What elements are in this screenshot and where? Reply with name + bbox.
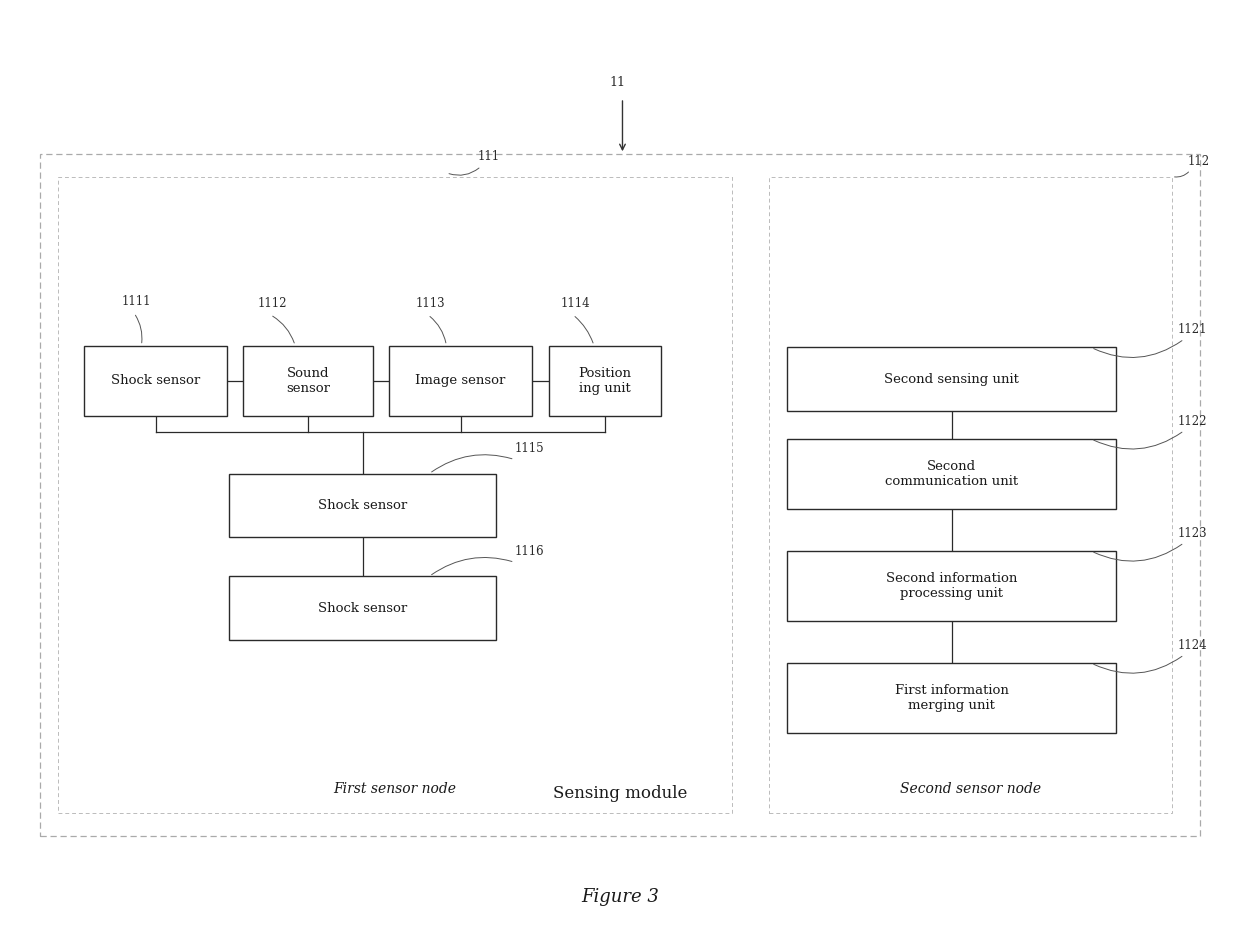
Text: 1113: 1113 — [415, 297, 445, 310]
Bar — [243, 346, 373, 416]
Text: 111: 111 — [477, 150, 500, 163]
Text: First information
merging unit: First information merging unit — [895, 685, 1008, 712]
Bar — [389, 346, 532, 416]
Text: Sensing module: Sensing module — [553, 785, 687, 802]
Text: 1124: 1124 — [1178, 639, 1208, 652]
Text: Image sensor: Image sensor — [415, 375, 506, 387]
Bar — [40, 154, 1200, 836]
Text: Shock sensor: Shock sensor — [112, 375, 200, 387]
Bar — [787, 663, 1116, 733]
Bar — [549, 346, 661, 416]
Bar — [84, 346, 227, 416]
Text: 1116: 1116 — [515, 545, 544, 558]
Bar — [229, 474, 496, 537]
Text: Second sensor node: Second sensor node — [900, 783, 1040, 796]
Text: Figure 3: Figure 3 — [582, 887, 658, 906]
Text: Second sensing unit: Second sensing unit — [884, 373, 1019, 386]
Text: Second
communication unit: Second communication unit — [885, 460, 1018, 488]
Text: 1122: 1122 — [1178, 415, 1208, 428]
Text: 11: 11 — [610, 76, 625, 89]
Bar — [769, 177, 1172, 813]
Text: Position
ing unit: Position ing unit — [579, 367, 631, 394]
Text: First sensor node: First sensor node — [334, 783, 456, 796]
Text: Sound
sensor: Sound sensor — [286, 367, 330, 394]
Text: 1121: 1121 — [1178, 323, 1208, 336]
Text: 1112: 1112 — [258, 297, 288, 310]
Text: 1111: 1111 — [122, 295, 151, 308]
Text: Shock sensor: Shock sensor — [319, 499, 407, 512]
Text: 1114: 1114 — [560, 297, 590, 310]
Text: Second information
processing unit: Second information processing unit — [887, 573, 1017, 600]
Bar — [787, 551, 1116, 621]
Bar — [58, 177, 732, 813]
Text: Shock sensor: Shock sensor — [319, 601, 407, 615]
Text: 1115: 1115 — [515, 442, 544, 455]
Bar — [229, 576, 496, 640]
Bar — [787, 347, 1116, 411]
Text: 112: 112 — [1188, 155, 1210, 168]
Text: 1123: 1123 — [1178, 527, 1208, 540]
Bar — [787, 439, 1116, 509]
